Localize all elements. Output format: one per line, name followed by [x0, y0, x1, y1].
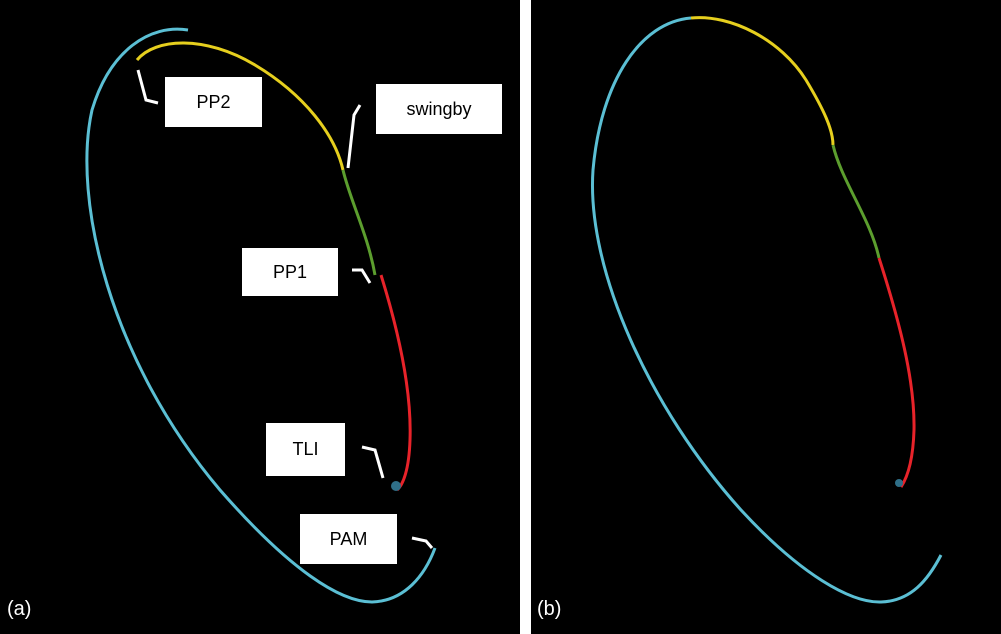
earth-marker-a: [391, 481, 401, 491]
yellow-arc-b: [690, 16, 835, 146]
green-arc-a: [341, 169, 377, 276]
red-arc-a: [379, 274, 412, 492]
leader-pp2: [136, 69, 159, 105]
earth-marker-b: [895, 479, 903, 487]
leader-tli: [361, 445, 385, 479]
trajectory-plot-b: [590, 16, 943, 604]
leader-swingby: [346, 104, 362, 169]
panel-a: PP2 swingby PP1 TLI PAM (a): [0, 0, 520, 634]
leader-pp1: [352, 268, 372, 284]
label-swingby: swingby: [376, 84, 502, 134]
panel-b: (b): [531, 0, 1001, 634]
coast-arc-b: [590, 16, 943, 604]
panel-tag-a: (a): [7, 598, 32, 620]
coast-arc-a: [85, 27, 437, 604]
label-tli: TLI: [266, 423, 345, 476]
red-arc-b: [877, 257, 916, 488]
trajectory-plot-a: [85, 27, 437, 604]
label-pp2: PP2: [165, 77, 262, 127]
label-pam: PAM: [300, 514, 397, 564]
yellow-arc-a: [135, 41, 345, 171]
leader-pam: [411, 536, 434, 549]
label-pp1: PP1: [242, 248, 338, 296]
panel-tag-b: (b): [537, 598, 562, 620]
green-arc-b: [831, 144, 881, 259]
